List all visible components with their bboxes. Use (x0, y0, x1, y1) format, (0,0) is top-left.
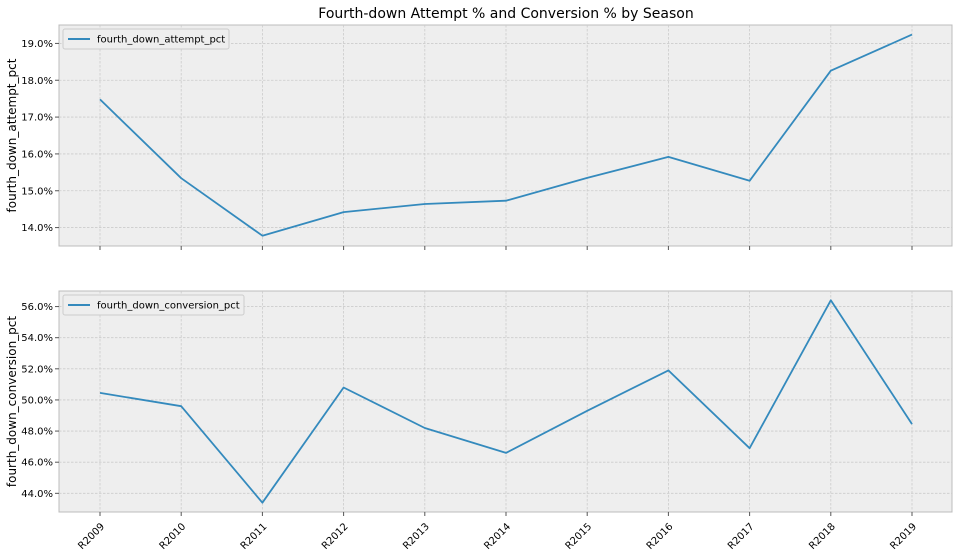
conversion-series-line (99, 299, 913, 504)
conversion-legend-label: fourth_down_conversion_pct (97, 301, 240, 312)
conversion-x-axis: R2009 R2010 R2011 R2012 R2013 R2014 R2015 R2016… (76, 512, 919, 552)
attempt-legend-label: fourth_down_attempt_pct (97, 35, 225, 46)
attempt-y-tick-label: 14.0% (21, 223, 53, 234)
attempt-y-axis: 14.0% 15.0% 16.0% 17.0% 18.0% 19.0% (21, 39, 59, 234)
attempt-plot-area (58, 24, 953, 247)
conversion-y-axis-label: fourth_down_conversion_pct (5, 316, 19, 488)
conversion-legend: fourth_down_conversion_pct (62, 294, 245, 316)
attempt-y-tick-label: 19.0% (21, 39, 53, 50)
conversion-x-tick-label: R2019 (888, 521, 919, 552)
conversion-y-tick-label: 44.0% (21, 489, 53, 500)
conversion-legend-box (62, 294, 245, 316)
attempt-series-line (99, 33, 913, 237)
attempt-series (99, 33, 913, 237)
conversion-x-tick-label: R2016 (645, 521, 676, 552)
conversion-x-tick-label: R2009 (76, 521, 107, 552)
attempt-y-axis-label: fourth_down_attempt_pct (5, 58, 19, 212)
conversion-y-tick-label: 56.0% (21, 302, 53, 313)
conversion-x-tick-label: R2018 (807, 521, 838, 552)
attempt-y-tick-label: 15.0% (21, 186, 53, 197)
conversion-x-tick-label: R2013 (401, 521, 432, 552)
conversion-x-tick-label: R2010 (158, 521, 189, 552)
conversion-series (99, 299, 913, 504)
conversion-y-axis: 44.0% 46.0% 48.0% 50.0% 52.0% 54.0% 56.0% (21, 302, 59, 500)
conversion-y-tick-label: 46.0% (21, 458, 53, 469)
attempt-gridlines (59, 25, 952, 246)
attempt-y-tick-label: 18.0% (21, 76, 53, 87)
conversion-x-tick-label: R2015 (564, 521, 595, 552)
conversion-panel: 44.0% 46.0% 48.0% 50.0% 52.0% 54.0% 56.0% R200… (5, 290, 953, 552)
attempt-y-tick-label: 16.0% (21, 149, 53, 160)
conversion-x-tick-label: R2011 (239, 521, 270, 552)
conversion-plot-area (58, 290, 953, 513)
chart-title: Fourth-down Attempt % and Conversion % b… (318, 6, 693, 22)
conversion-x-tick-label: R2012 (320, 521, 351, 552)
attempt-panel: 14.0% 15.0% 16.0% 17.0% 18.0% 19.0% fourth_do… (5, 24, 953, 250)
conversion-y-tick-label: 54.0% (21, 333, 53, 344)
conversion-x-tick-label: R2017 (726, 521, 757, 552)
attempt-legend-box (62, 28, 230, 50)
conversion-x-tick-label: R2014 (482, 521, 513, 552)
conversion-y-tick-label: 50.0% (21, 395, 53, 406)
attempt-legend: fourth_down_attempt_pct (62, 28, 230, 50)
conversion-y-tick-label: 52.0% (21, 364, 53, 375)
conversion-y-tick-label: 48.0% (21, 427, 53, 438)
attempt-y-tick-label: 17.0% (21, 113, 53, 124)
attempt-x-axis (99, 246, 913, 250)
